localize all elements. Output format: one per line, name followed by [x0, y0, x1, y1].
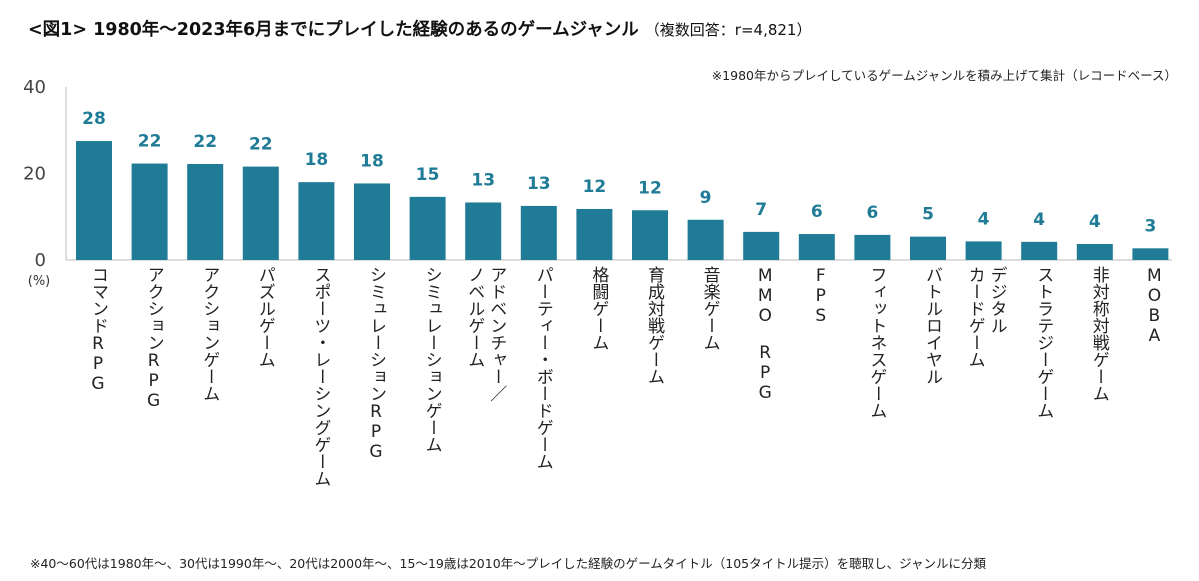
value-label: 6	[811, 202, 823, 222]
bar	[632, 210, 668, 260]
value-label: 22	[138, 132, 162, 152]
bar	[854, 234, 891, 260]
value-label: 22	[193, 132, 217, 152]
category-label: パズルゲーム	[254, 266, 275, 368]
chart-title-main: <図1> 1980年～2023年6月までにプレイした経験のあるのゲームジャンル	[28, 20, 639, 40]
y-tick-label: 40	[23, 77, 46, 98]
value-label: 3	[1144, 216, 1156, 236]
category-label: 非対称対戦ゲーム	[1088, 266, 1109, 402]
category-label: ストラテジーゲーム	[1033, 266, 1054, 419]
value-label: 13	[527, 174, 551, 194]
bar	[76, 141, 112, 260]
value-label: 13	[471, 170, 495, 190]
value-label: 22	[249, 135, 273, 155]
value-label: 4	[1033, 210, 1045, 230]
value-label: 18	[305, 150, 329, 170]
bar	[354, 183, 390, 260]
value-label: 4	[1089, 212, 1101, 232]
category-label: スポーツ・レーシングゲーム	[310, 266, 331, 487]
bar	[743, 231, 780, 260]
bar	[1021, 241, 1058, 260]
value-label: 12	[638, 178, 662, 198]
bar	[1076, 243, 1113, 260]
category-label: デジタル カードゲーム	[964, 266, 1007, 368]
category-label: アクションゲーム	[199, 266, 220, 402]
bar	[1132, 248, 1169, 260]
value-label: 18	[360, 151, 384, 171]
category-label: FPS	[810, 266, 831, 326]
category-label: パーティー・ボードゲーム	[532, 266, 553, 470]
bar	[520, 205, 557, 260]
bar	[576, 208, 613, 260]
bar	[910, 236, 946, 260]
category-label: フィットネスゲーム	[866, 266, 887, 419]
bar	[187, 163, 224, 260]
value-label: 9	[700, 188, 712, 208]
value-label: 4	[978, 209, 990, 229]
bar	[687, 219, 724, 260]
category-label: 音楽ゲーム	[699, 266, 720, 351]
value-label: 5	[922, 205, 934, 225]
bar	[965, 241, 1002, 260]
category-label: コマンドRPG	[88, 266, 108, 394]
category-label: バトルロイヤル	[922, 266, 942, 385]
bar	[131, 163, 168, 260]
value-label: 12	[583, 177, 607, 197]
bar	[242, 166, 279, 260]
bar	[409, 196, 446, 260]
category-label: シミュレーションRPG	[366, 266, 386, 462]
y-tick-label: 20	[23, 164, 46, 185]
bar	[465, 202, 502, 260]
y-tick-label: 0	[35, 250, 46, 271]
value-labels: 28 22 22 22 18 18 15 13 13 12 12 9 7 6 6 5 4 4 4 3	[82, 109, 1156, 236]
chart-note: ※1980年からプレイしているゲームジャンルを積み上げて集計（レコードベース）	[711, 68, 1177, 83]
category-label: シミュレーションゲーム	[421, 266, 442, 453]
category-label: アクションRPG	[143, 266, 164, 411]
category-label: 育成対戦ゲーム	[644, 266, 664, 385]
bars	[76, 141, 1169, 260]
value-label: 6	[866, 203, 878, 223]
footnote: ※40～60代は1980年～、30代は1990年～、20代は2000年～、15～…	[30, 556, 987, 571]
value-label: 15	[416, 165, 440, 185]
y-axis-unit: (%)	[28, 274, 51, 289]
value-label: 28	[82, 109, 106, 129]
chart-title-sub: （複数回答：r=4,821）	[644, 21, 812, 39]
category-label: MMO RPG	[755, 266, 776, 403]
category-label: MOBA	[1144, 266, 1165, 346]
bar	[298, 182, 335, 260]
category-label: アドベンチャー／ ノベルゲーム	[464, 266, 507, 402]
category-label: 格闘ゲーム	[588, 266, 609, 351]
value-label: 7	[755, 200, 767, 220]
chart-title: <図1> 1980年～2023年6月までにプレイした経験のあるのゲームジャンル （…	[28, 16, 811, 41]
bar	[798, 234, 835, 260]
